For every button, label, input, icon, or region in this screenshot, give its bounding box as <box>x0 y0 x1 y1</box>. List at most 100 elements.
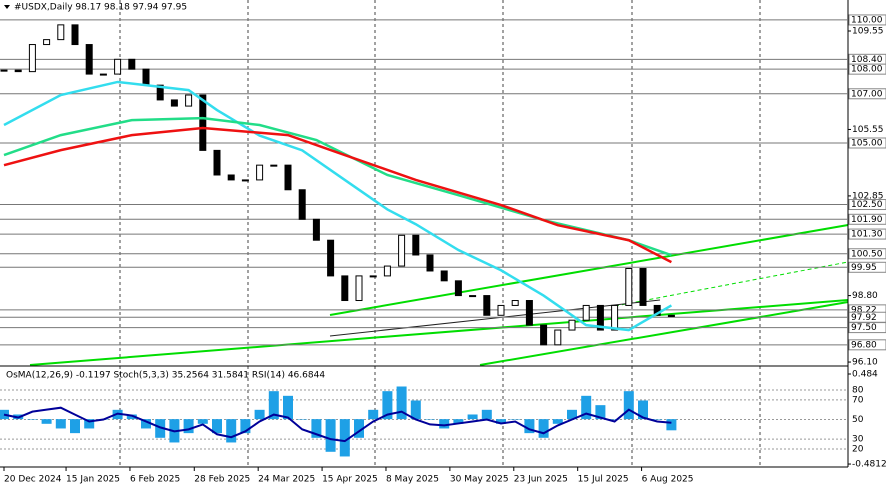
level-box <box>848 199 886 211</box>
candle <box>71 24 79 46</box>
level-label: 98.22 <box>851 305 877 315</box>
x-tick-label: 30 May 2025 <box>450 475 509 485</box>
candle <box>185 94 193 107</box>
candle <box>355 275 363 302</box>
y2-tick-label: 80 <box>852 386 864 396</box>
candle <box>142 68 150 86</box>
level-label: 108.00 <box>851 65 883 75</box>
osma-bar <box>425 419 435 420</box>
candle <box>568 319 576 331</box>
osma-bar <box>410 400 421 420</box>
chart-title: #USDX,Daily 98.17 98.18 97.94 97.95 <box>14 3 187 13</box>
osma-bar <box>325 419 336 452</box>
osma-bar <box>155 419 166 438</box>
x-tick-label: 6 Aug 2025 <box>642 475 694 485</box>
osma-bar <box>311 419 322 438</box>
osma-bar <box>183 419 194 434</box>
candle <box>170 99 178 107</box>
candle <box>653 304 661 316</box>
trendlines <box>29 224 849 366</box>
osma-bar <box>41 419 52 424</box>
y2-tick-label: 30 <box>852 435 864 445</box>
candle <box>582 304 590 321</box>
moving-average <box>3 126 672 264</box>
osma-bar <box>382 391 393 420</box>
level-label: 105.00 <box>851 138 883 148</box>
osma-bar <box>623 391 634 420</box>
candle <box>0 69 8 72</box>
candle <box>639 268 647 306</box>
level-label: 99.95 <box>851 263 877 273</box>
candle <box>298 189 306 220</box>
rsi-line <box>3 406 672 443</box>
candle <box>497 304 505 316</box>
x-tick-label: 8 May 2025 <box>386 475 439 485</box>
osma-bar <box>84 419 95 429</box>
x-tick-label: 24 Mar 2025 <box>258 475 315 485</box>
symbol-icon <box>4 5 10 9</box>
level-label: 97.92 <box>851 313 877 323</box>
osma-bar <box>453 419 464 424</box>
osma-bar <box>652 419 663 420</box>
level-label: 96.80 <box>851 340 877 350</box>
y2-tick-label: 50 <box>852 415 864 425</box>
candle <box>43 39 51 46</box>
x-tick-label: 15 Jan 2025 <box>66 475 120 485</box>
osma-bar <box>55 419 66 429</box>
candle <box>667 314 675 318</box>
candle <box>383 265 391 277</box>
candle <box>99 73 107 76</box>
x-tick-label: 20 Dec 2024 <box>4 475 62 485</box>
osma-bar <box>467 414 478 420</box>
osma-bar <box>368 409 379 420</box>
osma-bar <box>552 419 563 424</box>
candle <box>327 239 335 277</box>
candle <box>114 58 122 75</box>
osma-bar <box>27 419 38 420</box>
osma-bar <box>141 419 151 429</box>
candle <box>369 275 377 278</box>
candle <box>227 174 235 181</box>
candle <box>312 218 320 241</box>
level-box <box>848 228 886 240</box>
level-label: 101.30 <box>851 230 883 240</box>
candle <box>511 300 519 306</box>
candle <box>469 295 477 298</box>
candle <box>454 280 462 297</box>
oscillator-title: OsMA(12,26,9) -0.1197 Stoch(5,3,3) 35.25… <box>6 371 325 381</box>
candle <box>525 300 533 326</box>
level-box <box>848 137 886 149</box>
osma-bar <box>510 419 521 420</box>
candle <box>241 179 249 182</box>
vertical-grid <box>119 0 761 467</box>
osma-bar <box>666 419 677 431</box>
osma-bar <box>595 405 606 420</box>
moving-average <box>3 116 672 257</box>
osma-bar <box>212 419 222 434</box>
moving-average <box>3 80 673 332</box>
level-label: 101.90 <box>851 215 883 225</box>
level-label: 102.50 <box>851 200 883 210</box>
candle <box>398 234 406 267</box>
y-tick-label: 0.484 <box>852 369 878 379</box>
y-tick-label: 98.80 <box>852 291 878 301</box>
candle <box>284 164 292 191</box>
osma-bar <box>240 419 251 434</box>
osma-bar <box>268 391 279 420</box>
y-tick-label: -0.4812 <box>852 460 886 470</box>
candle <box>199 94 207 151</box>
osma-bar <box>496 419 506 424</box>
candle <box>213 149 221 176</box>
x-tick-label: 6 Feb 2025 <box>130 475 180 485</box>
level-box <box>848 213 886 225</box>
candle <box>85 44 93 75</box>
osma-bar <box>609 419 620 420</box>
candle <box>128 58 136 70</box>
osma-bar <box>339 419 350 457</box>
osma-bar <box>254 409 265 420</box>
candle <box>611 304 619 331</box>
osma-bar <box>538 419 549 438</box>
candle <box>440 270 448 282</box>
osma-bar <box>70 419 80 434</box>
candle <box>256 164 264 181</box>
